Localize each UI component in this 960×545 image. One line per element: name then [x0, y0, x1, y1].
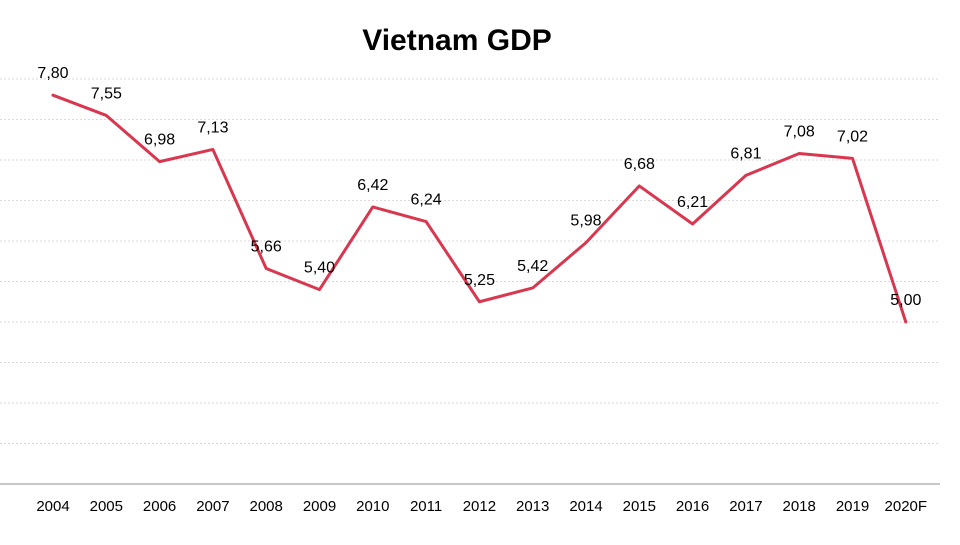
- x-tick-label: 2004: [36, 498, 69, 515]
- data-label: 5,25: [464, 272, 495, 289]
- x-tick-label: 2010: [356, 498, 389, 515]
- data-label: 6,81: [730, 145, 761, 162]
- x-tick-label: 2008: [250, 498, 283, 515]
- x-tick-label: 2012: [463, 498, 496, 515]
- data-label: 6,42: [357, 177, 388, 194]
- data-label: 6,68: [624, 156, 655, 173]
- data-label: 5,66: [251, 239, 282, 256]
- data-label: 5,40: [304, 260, 335, 277]
- x-tick-label: 2019: [836, 498, 869, 515]
- data-labels: 7,80 7,55 6,98 7,13 5,66 5,40 6,42 6,24 5,25 5,42…: [37, 65, 921, 309]
- data-label: 6,98: [144, 132, 175, 149]
- x-tick-label: 2007: [196, 498, 229, 515]
- x-tick-label: 2020F: [885, 498, 928, 515]
- data-label: 6,24: [411, 192, 442, 209]
- x-tick-label: 2017: [729, 498, 762, 515]
- data-label: 7,02: [837, 128, 868, 145]
- data-label: 7,13: [197, 119, 228, 136]
- data-label: 7,08: [784, 124, 815, 141]
- data-label: 5,00: [890, 292, 921, 309]
- x-tick-label: 2005: [90, 498, 123, 515]
- data-label: 5,98: [570, 213, 601, 230]
- data-label: 7,55: [91, 85, 122, 102]
- x-tick-label: 2013: [516, 498, 549, 515]
- x-tick-label: 2014: [569, 498, 602, 515]
- x-tick-label: 2015: [623, 498, 656, 515]
- data-label: 6,21: [677, 194, 708, 211]
- x-tick-label: 2016: [676, 498, 709, 515]
- x-tick-label: 2006: [143, 498, 176, 515]
- x-tick-label: 2018: [783, 498, 816, 515]
- chart-title: Vietnam GDP: [362, 24, 552, 57]
- x-tick-labels: 2004 2005 2006 2007 2008 2009 2010 2011 2012 2013…: [36, 498, 927, 515]
- data-label: 5,42: [517, 258, 548, 275]
- x-tick-label: 2011: [410, 498, 442, 515]
- x-tick-label: 2009: [303, 498, 336, 515]
- data-label: 7,80: [37, 65, 68, 82]
